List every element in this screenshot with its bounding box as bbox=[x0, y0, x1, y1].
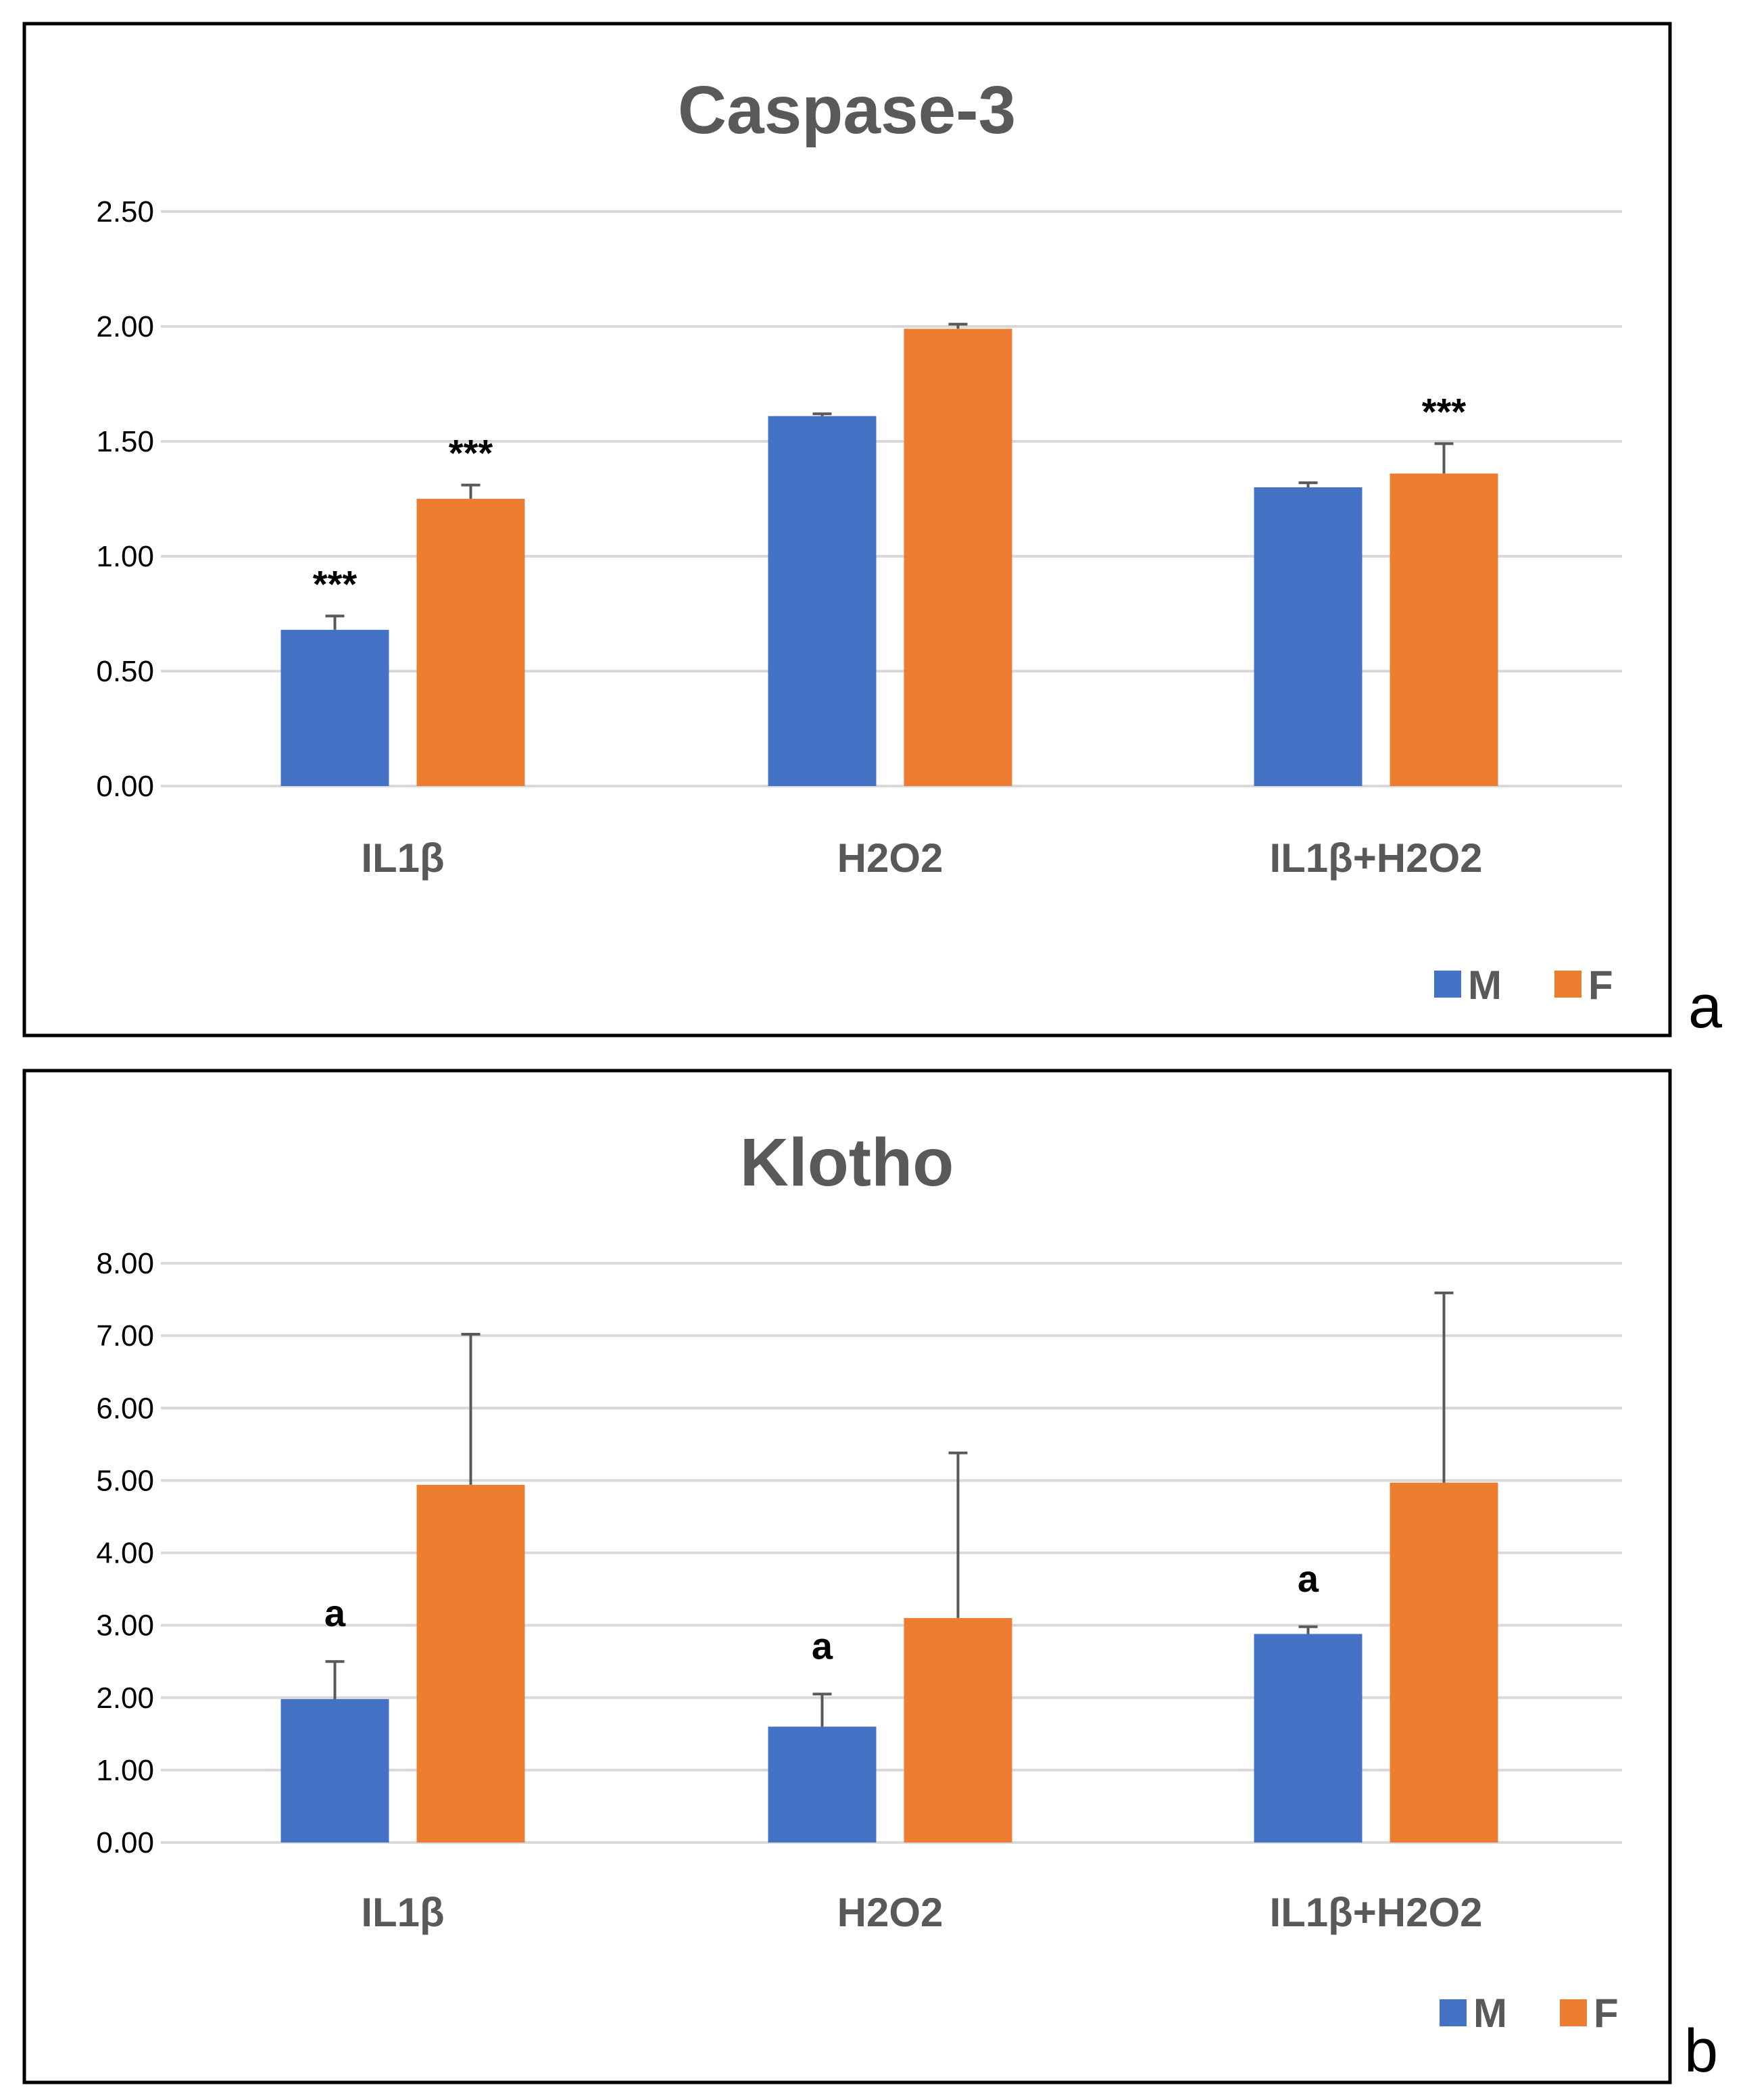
x-category-label: H2O2 bbox=[837, 1890, 943, 1935]
panel-label: a bbox=[1688, 973, 1723, 1041]
y-axis-ticks: 0.00 1.00 2.00 3.00 4.00 5.00 6.00 7.00 8.00 bbox=[96, 1247, 154, 1859]
bar-f-0 bbox=[416, 1484, 525, 1842]
y-tick-label: 6.00 bbox=[96, 1392, 154, 1425]
y-axis-ticks: 0.00 0.50 1.00 1.50 2.00 2.50 bbox=[96, 195, 154, 803]
category-labels: IL1β H2O2 IL1β+H2O2 bbox=[361, 1890, 1482, 1935]
significance-label: *** bbox=[449, 432, 493, 474]
gridlines bbox=[161, 210, 1622, 787]
bars: *** *** *** bbox=[280, 322, 1498, 786]
bar-f-1 bbox=[904, 1617, 1012, 1842]
y-tick-label: 3.00 bbox=[96, 1609, 154, 1642]
bar-f-0 bbox=[416, 499, 525, 786]
significance-label: a bbox=[324, 1592, 346, 1634]
y-tick-label: 2.50 bbox=[96, 195, 154, 228]
bar-f-2 bbox=[1390, 473, 1498, 786]
x-category-label: H2O2 bbox=[837, 835, 943, 881]
error-bar-f-0 bbox=[461, 1332, 481, 1485]
significance-label: *** bbox=[1422, 390, 1467, 433]
bars: a a a bbox=[280, 1291, 1498, 1842]
y-tick-label: 1.50 bbox=[96, 425, 154, 458]
legend: M F bbox=[1440, 1991, 1619, 2036]
error-bar-f-2 bbox=[1434, 442, 1454, 474]
bar-m-1 bbox=[768, 1726, 877, 1842]
error-bar-m-0 bbox=[325, 1660, 345, 1699]
legend-label-f: F bbox=[1594, 1991, 1619, 2036]
error-bar-m-1 bbox=[812, 1692, 832, 1727]
legend-swatch-f bbox=[1560, 1999, 1587, 2026]
bar-m-2 bbox=[1254, 1634, 1363, 1842]
significance-label: *** bbox=[313, 562, 358, 605]
chart-title: Caspase-3 bbox=[678, 72, 1016, 148]
y-tick-label: 1.00 bbox=[96, 1754, 154, 1787]
bar-f-2 bbox=[1390, 1482, 1498, 1842]
error-bar-f-1 bbox=[948, 1451, 968, 1618]
y-tick-label: 5.00 bbox=[96, 1464, 154, 1497]
legend-swatch-m bbox=[1440, 1999, 1467, 2026]
y-tick-label: 1.00 bbox=[96, 540, 154, 573]
gridlines bbox=[161, 1262, 1622, 1844]
error-bar-m-2 bbox=[1298, 1625, 1318, 1634]
bar-m-0 bbox=[280, 629, 389, 786]
category-labels: IL1β H2O2 IL1β+H2O2 bbox=[361, 835, 1482, 881]
error-bar-m-1 bbox=[812, 412, 832, 416]
x-category-label: IL1β bbox=[361, 835, 444, 881]
legend-swatch-f bbox=[1554, 971, 1581, 998]
bar-f-1 bbox=[904, 328, 1012, 786]
x-category-label: IL1β+H2O2 bbox=[1269, 1890, 1482, 1935]
error-bar-m-0 bbox=[325, 614, 345, 630]
error-bar-f-1 bbox=[948, 322, 968, 329]
y-tick-label: 8.00 bbox=[96, 1247, 154, 1280]
legend-label-f: F bbox=[1588, 962, 1613, 1008]
x-category-label: IL1β bbox=[361, 1890, 444, 1935]
x-category-label: IL1β+H2O2 bbox=[1269, 835, 1482, 881]
y-tick-label: 0.50 bbox=[96, 655, 154, 688]
error-bar-m-2 bbox=[1298, 481, 1318, 487]
chart-title: Klotho bbox=[740, 1125, 954, 1200]
bar-m-1 bbox=[768, 416, 877, 786]
error-bar-f-0 bbox=[461, 483, 481, 499]
y-tick-label: 0.00 bbox=[96, 1826, 154, 1859]
y-tick-label: 7.00 bbox=[96, 1319, 154, 1352]
y-tick-label: 0.00 bbox=[96, 770, 154, 803]
chart-panel-caspase-3: Caspase-3 0.000.501.001.502.002.50 *****… bbox=[22, 22, 1723, 1041]
legend: M F bbox=[1434, 962, 1613, 1008]
error-bar-f-2 bbox=[1434, 1291, 1454, 1483]
legend-label-m: M bbox=[1468, 962, 1502, 1008]
significance-label: a bbox=[1298, 1557, 1319, 1600]
y-tick-label: 4.00 bbox=[96, 1537, 154, 1570]
chart-panel-klotho: Klotho 0.00 1.00 2.00 3.00 4.00 5.00 6.00 7.00 8… bbox=[22, 1069, 1718, 2085]
y-tick-label: 2.00 bbox=[96, 1682, 154, 1715]
bar-m-0 bbox=[280, 1699, 389, 1842]
bar-m-2 bbox=[1254, 487, 1363, 786]
y-tick-label: 2.00 bbox=[96, 310, 154, 343]
panel-label: b bbox=[1684, 2018, 1718, 2085]
legend-swatch-m bbox=[1434, 971, 1461, 998]
significance-label: a bbox=[812, 1624, 833, 1667]
legend-label-m: M bbox=[1473, 1991, 1507, 2036]
